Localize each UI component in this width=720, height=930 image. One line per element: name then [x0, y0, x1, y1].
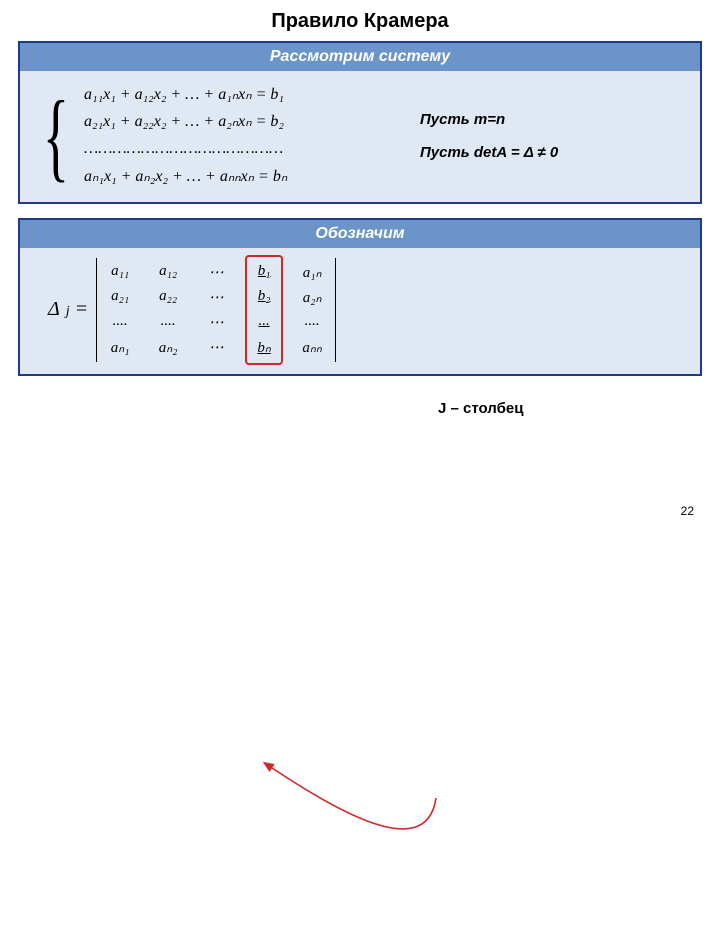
condition-1: Пусть m=n: [420, 103, 558, 136]
matrix: a₁₁ a₁₂ ⋯ b₁ a₁ₙ a₂₁ a₂₂ ⋯ b₂ a₂ₙ .... .…: [97, 259, 335, 361]
equation-n: aₙ₁x₁ + aₙ₂x₂ + … + aₙₙxₙ = bₙ: [84, 163, 287, 190]
m-r3c4: ...: [251, 313, 277, 332]
equals: =: [70, 298, 89, 320]
m-r1c4: b₁: [251, 263, 277, 282]
m-r2c5: a₂ₙ: [299, 288, 325, 307]
m-r1c2: a₁₂: [155, 263, 181, 282]
m-r2c3: ⋯: [203, 288, 229, 307]
m-r2c1: a₂₁: [107, 288, 133, 307]
system-panel-body: { a₁₁x₁ + a₁₂x₂ + … + a₁ₙxₙ = b₁ a₂₁x₁ +…: [20, 71, 700, 202]
condition-2: Пусть detA = Δ ≠ 0: [420, 136, 558, 169]
page-number: 22: [681, 504, 694, 518]
page-title: Правило Крамера: [0, 0, 720, 41]
m-r4c1: aₙ₁: [107, 338, 133, 357]
system-panel: Рассмотрим систему { a₁₁x₁ + a₁₂x₂ + … +…: [18, 41, 702, 204]
delta-symbol: Δ: [48, 298, 60, 320]
conditions: Пусть m=n Пусть detA = Δ ≠ 0: [420, 103, 558, 169]
determinant-panel-header: Обозначим: [20, 220, 700, 248]
m-r2c4: b₂: [251, 288, 277, 307]
m-r4c4: bₙ: [251, 338, 277, 357]
m-r1c3: ⋯: [203, 263, 229, 282]
arrow-icon: [0, 390, 720, 930]
equation-2: a₂₁x₁ + a₂₂x₂ + … + a₂ₙxₙ = b₂: [84, 108, 287, 135]
system-panel-header: Рассмотрим систему: [20, 43, 700, 71]
j-column-label: J – столбец: [438, 400, 523, 417]
m-r4c5: aₙₙ: [299, 338, 325, 357]
equation-dots: ……………………………………: [84, 135, 287, 162]
equation-1: a₁₁x₁ + a₁₂x₂ + … + a₁ₙxₙ = b₁: [84, 81, 287, 108]
m-r3c5: ....: [299, 313, 325, 332]
m-r1c5: a₁ₙ: [299, 263, 325, 282]
m-r4c2: aₙ₂: [155, 338, 181, 357]
m-r3c3: ⋯: [203, 313, 229, 332]
determinant-panel: Обозначим Δj = a₁₁ a₁₂ ⋯ b₁ a₁ₙ a₂₁ a₂₂ …: [18, 218, 702, 376]
m-r2c2: a₂₂: [155, 288, 181, 307]
brace-icon: {: [43, 93, 69, 178]
m-r3c1: ....: [107, 313, 133, 332]
m-r1c1: a₁₁: [107, 263, 133, 282]
det-bar-right: [335, 258, 336, 362]
m-r4c3: ⋯: [203, 338, 229, 357]
delta-j: Δj =: [48, 298, 88, 321]
equations: a₁₁x₁ + a₁₂x₂ + … + a₁ₙxₙ = b₁ a₂₁x₁ + a…: [84, 81, 287, 190]
determinant-panel-body: Δj = a₁₁ a₁₂ ⋯ b₁ a₁ₙ a₂₁ a₂₂ ⋯ b₂ a₂ₙ .…: [20, 248, 700, 374]
m-r3c2: ....: [155, 313, 181, 332]
